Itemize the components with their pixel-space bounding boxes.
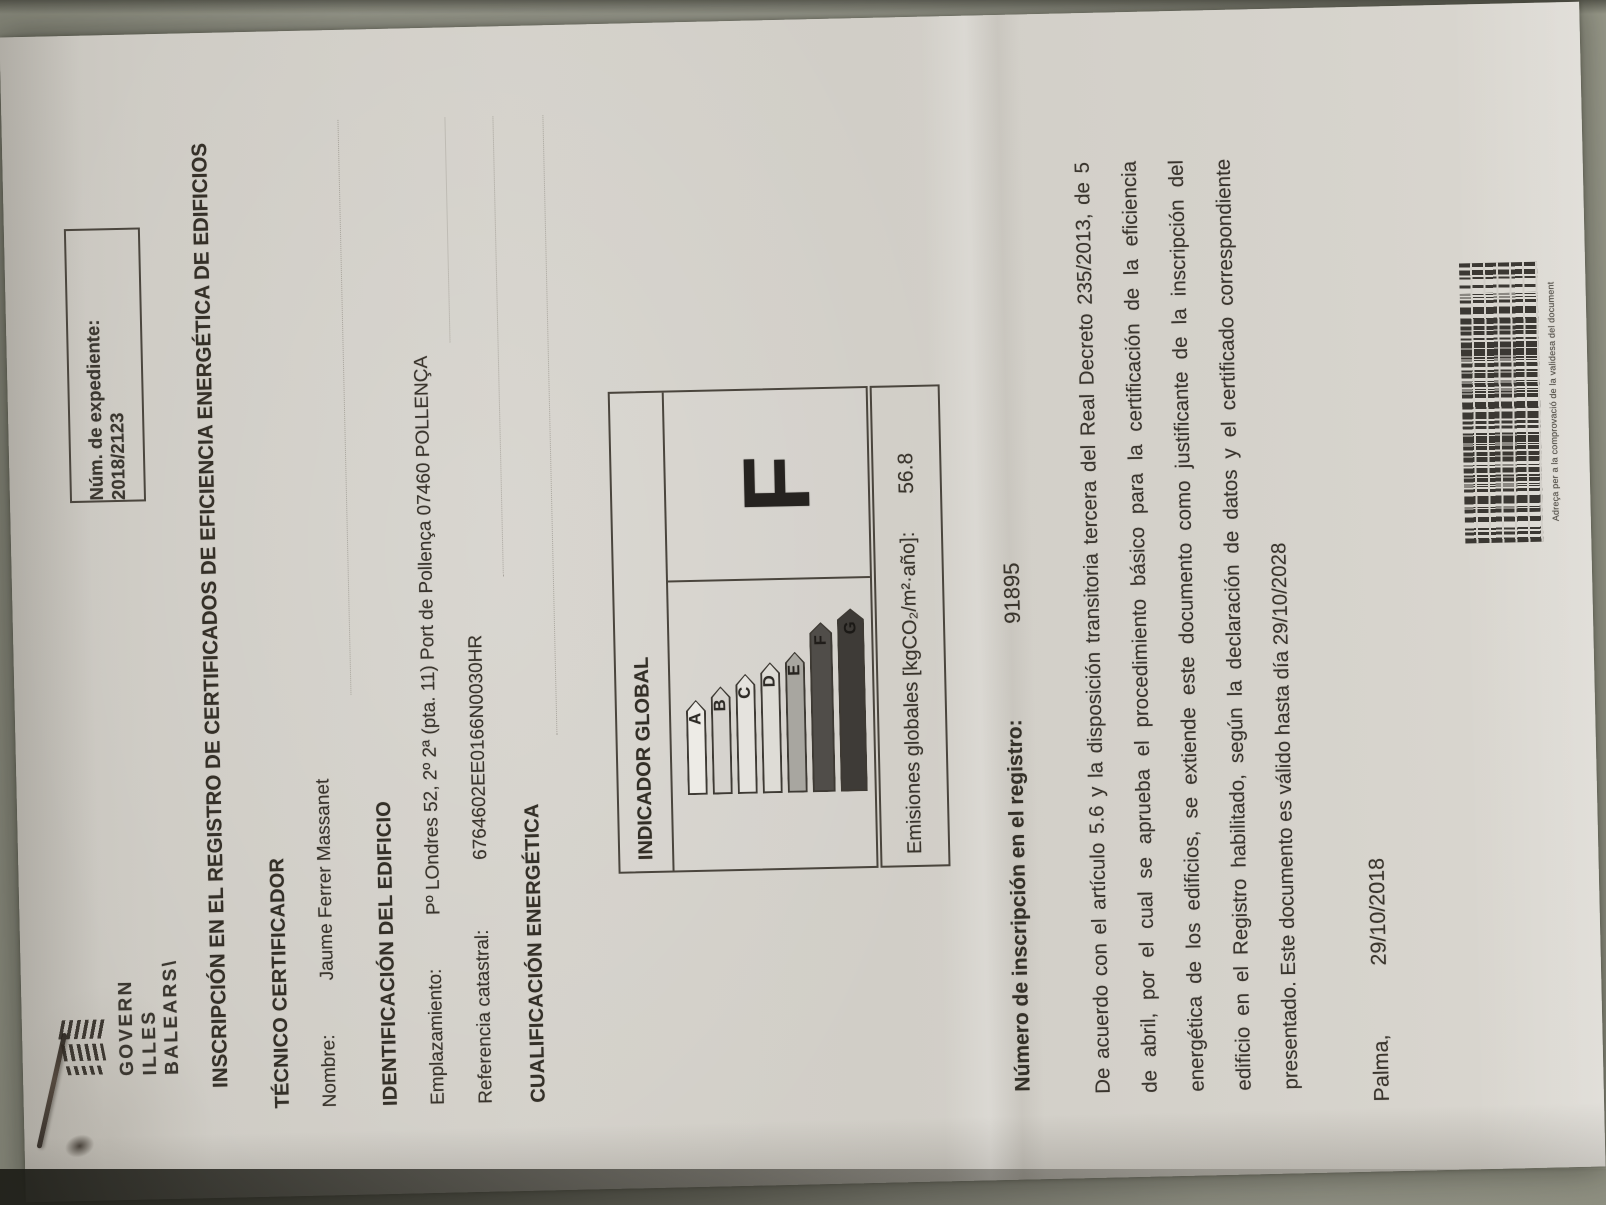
numero-inscripcion-value: 91895 <box>998 562 1026 625</box>
referencia-label: Referencia catastral: <box>471 929 497 1105</box>
rating-letter: F <box>811 634 830 646</box>
rating-letter: A <box>686 712 705 726</box>
rating-letter: E <box>785 664 804 676</box>
legal-paragraph: De acuerdo con el artículo 5.6 y la disp… <box>1059 157 1315 1094</box>
rating-letter: C <box>735 686 754 699</box>
emisiones-label: Emisiones globales [kgCO₂/m²·año]: <box>896 531 926 855</box>
rating-letter: B <box>710 699 730 712</box>
expediente-box: Núm. de expediente: 2018/2123 <box>63 227 147 504</box>
emisiones-row: Emisiones globales [kgCO₂/m²·año]: 56.8 <box>869 384 951 868</box>
rating-arrow-d: D <box>760 662 783 793</box>
rating-letter: D <box>760 675 779 688</box>
selected-rating-cell: F <box>664 388 870 581</box>
logo-line: BALEARS\ <box>159 958 184 1076</box>
dotted-leader <box>542 115 558 736</box>
section-heading-cualificacion: CUALIFICACIÓN ENERGÉTICA <box>521 803 550 1103</box>
emplazamiento-value: Pº LOndres 52, 2º 2ª (pta. 11) Port de P… <box>410 355 445 916</box>
signature-place: Palma, <box>1368 1034 1394 1102</box>
rating-scale-cell: A B C D E F G <box>667 575 877 871</box>
rating-arrow-e: E <box>785 651 808 792</box>
energy-rating-table: INDICADOR GLOBAL A B C D E F G F <box>607 385 879 874</box>
rating-arrow-g: G <box>837 608 868 792</box>
pdf417-barcode <box>1458 261 1544 544</box>
desk-edge-shadow <box>0 1169 1606 1205</box>
logo-line: GOVERN <box>114 978 139 1077</box>
signature-date: 29/10/2018 <box>1364 857 1391 966</box>
rating-arrow-f: F <box>809 622 836 792</box>
logo-line: ILLES <box>138 1009 161 1076</box>
rating-letter: G <box>840 621 859 635</box>
dotted-leader <box>492 116 504 577</box>
indicador-global-label: INDICADOR GLOBAL <box>630 656 657 861</box>
emisiones-value: 56.8 <box>894 452 919 495</box>
rating-arrow-c: C <box>735 674 758 794</box>
nombre-label: Nombre: <box>318 1034 341 1108</box>
rating-arrow-a: A <box>686 700 708 795</box>
rating-arrow-b: B <box>710 686 732 794</box>
dotted-leader <box>444 117 451 343</box>
selected-rating-letter: F <box>723 454 830 514</box>
referencia-value: 6764602EE0166N0030HR <box>465 634 492 861</box>
section-heading-edificio: IDENTIFICACIÓN DEL EDIFICIO <box>372 800 402 1107</box>
nombre-value: Jaume Ferrer Massanet <box>312 778 338 981</box>
expediente-number: Núm. de expediente: 2018/2123 <box>81 319 130 501</box>
paper-highlight-bottom <box>1449 1 1606 1170</box>
govern-logo-text: GOVERN ILLES BALEARS\ <box>114 958 184 1076</box>
govern-emblem-icon <box>58 1018 107 1076</box>
emplazamiento-label: Emplazamiento: <box>424 968 449 1106</box>
dotted-leader <box>337 119 352 695</box>
